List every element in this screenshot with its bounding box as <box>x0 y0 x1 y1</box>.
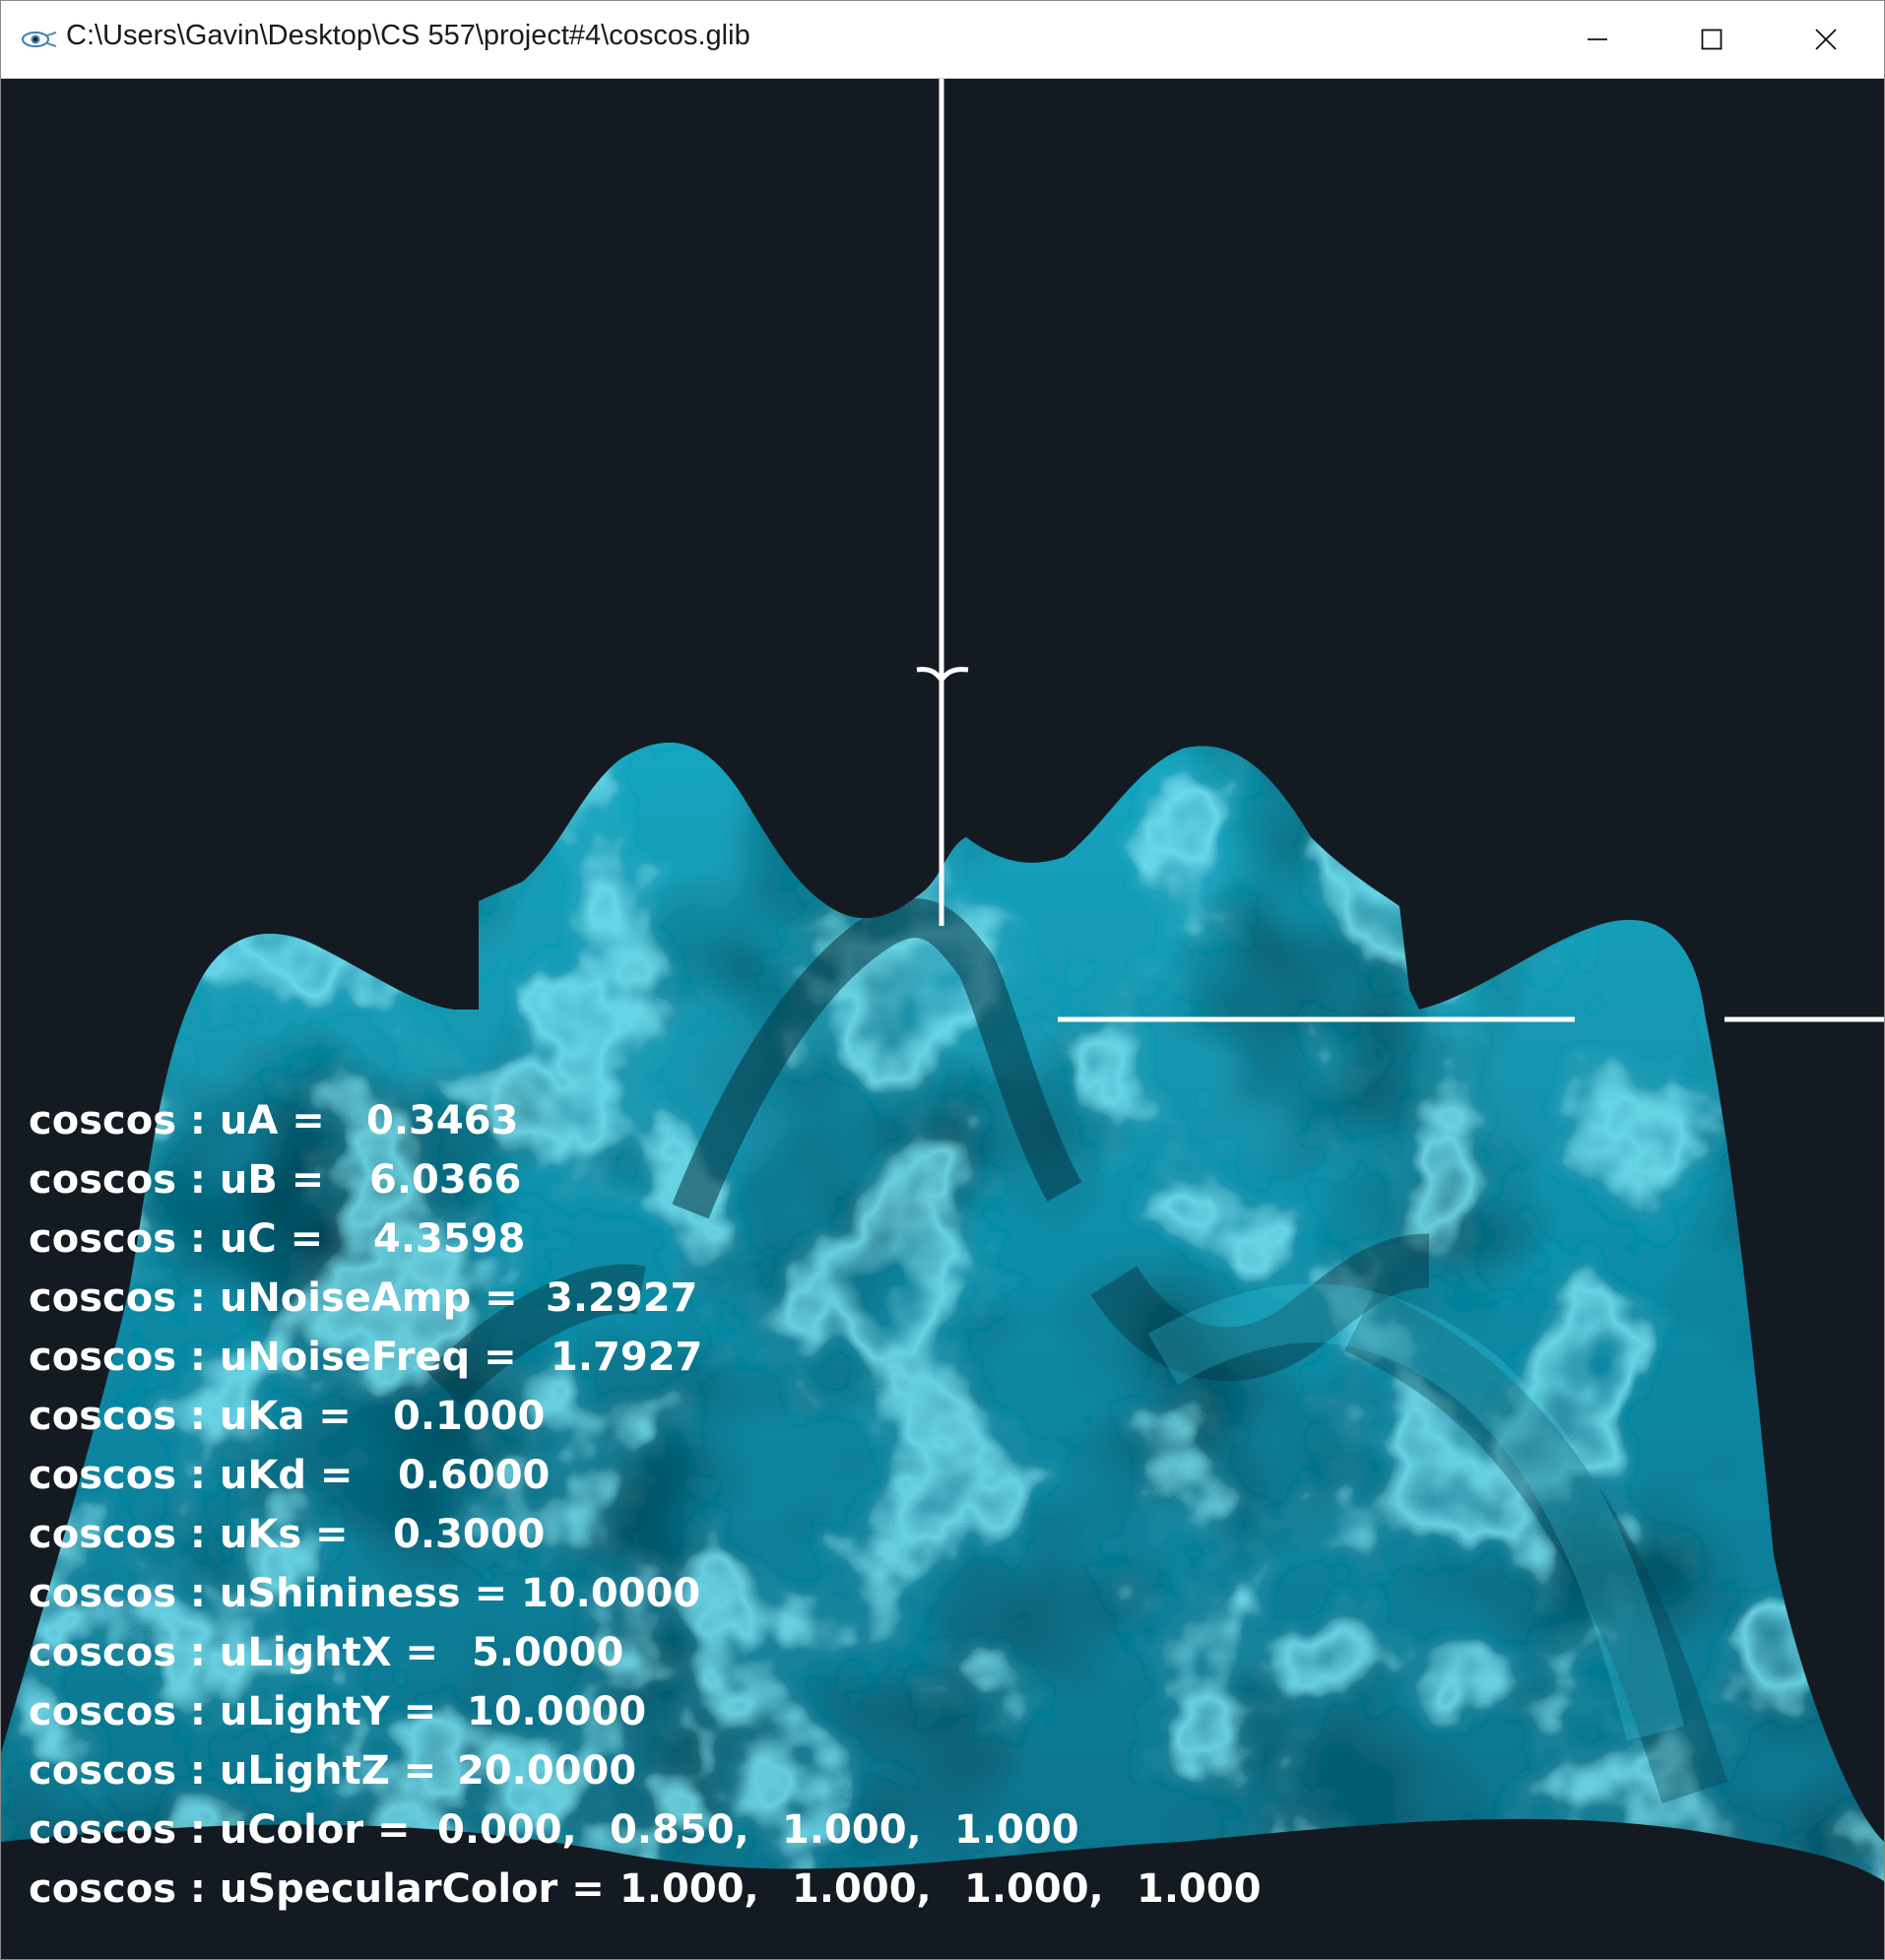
param-label: coscos : uA = <box>29 1098 325 1143</box>
param-label: coscos : uC = <box>29 1216 324 1262</box>
coscos-surface-render <box>1 79 1884 1959</box>
param-value: 1.000, <box>619 1866 759 1912</box>
param-label: coscos : uLightY = <box>29 1689 437 1734</box>
param-label: coscos : uLightZ = <box>29 1748 437 1794</box>
close-icon <box>1815 29 1837 50</box>
param-label: coscos : uKd = <box>29 1453 354 1498</box>
param-label: coscos : uNoiseAmp = <box>29 1275 518 1321</box>
param-value: 6.0366 <box>369 1157 522 1203</box>
title-bar[interactable]: C:\Users\Gavin\Desktop\CS 557\project#4\… <box>1 1 1884 79</box>
param-value: 1.000 <box>1137 1866 1262 1912</box>
param-value: 10.0000 <box>467 1689 647 1734</box>
param-value: 0.850, <box>610 1807 749 1853</box>
close-button[interactable] <box>1769 1 1883 78</box>
param-label: coscos : uNoiseFreq = <box>29 1335 517 1380</box>
window-title: C:\Users\Gavin\Desktop\CS 557\project#4\… <box>66 20 750 51</box>
param-value: 10.0000 <box>521 1571 701 1616</box>
glman-eye-icon <box>22 32 57 47</box>
param-label: coscos : uKs = <box>29 1512 349 1557</box>
param-label: coscos : uShininess = <box>29 1571 508 1616</box>
param-label: coscos : uColor = <box>29 1807 411 1853</box>
param-value: 20.0000 <box>457 1748 637 1794</box>
param-value: 0.3463 <box>366 1098 519 1143</box>
param-label: coscos : uKa = <box>29 1394 352 1439</box>
maximize-button[interactable] <box>1655 1 1769 78</box>
param-value: 0.1000 <box>393 1394 546 1439</box>
param-value: 1.000, <box>782 1807 922 1853</box>
minimize-icon <box>1588 38 1607 40</box>
param-value: 1.000, <box>792 1866 932 1912</box>
param-value: 4.3598 <box>373 1216 526 1262</box>
param-value: 1.000, <box>964 1866 1104 1912</box>
param-label: coscos : uLightX = <box>29 1630 439 1675</box>
param-value: 3.2927 <box>546 1275 698 1321</box>
maximize-icon <box>1701 29 1722 50</box>
param-value: 5.0000 <box>472 1630 624 1675</box>
param-value: 1.7927 <box>551 1335 703 1380</box>
minimize-button[interactable] <box>1540 1 1655 78</box>
param-value: 0.3000 <box>393 1512 546 1557</box>
param-label: coscos : uSpecularColor = <box>29 1866 605 1912</box>
render-viewport[interactable]: coscos : uA = 0.3463 coscos : uB = 6.0366 co… <box>1 79 1884 1959</box>
param-value: 0.000, <box>437 1807 577 1853</box>
param-value: 1.000 <box>954 1807 1079 1853</box>
param-label: coscos : uB = <box>29 1157 325 1203</box>
param-value: 0.6000 <box>398 1453 551 1498</box>
